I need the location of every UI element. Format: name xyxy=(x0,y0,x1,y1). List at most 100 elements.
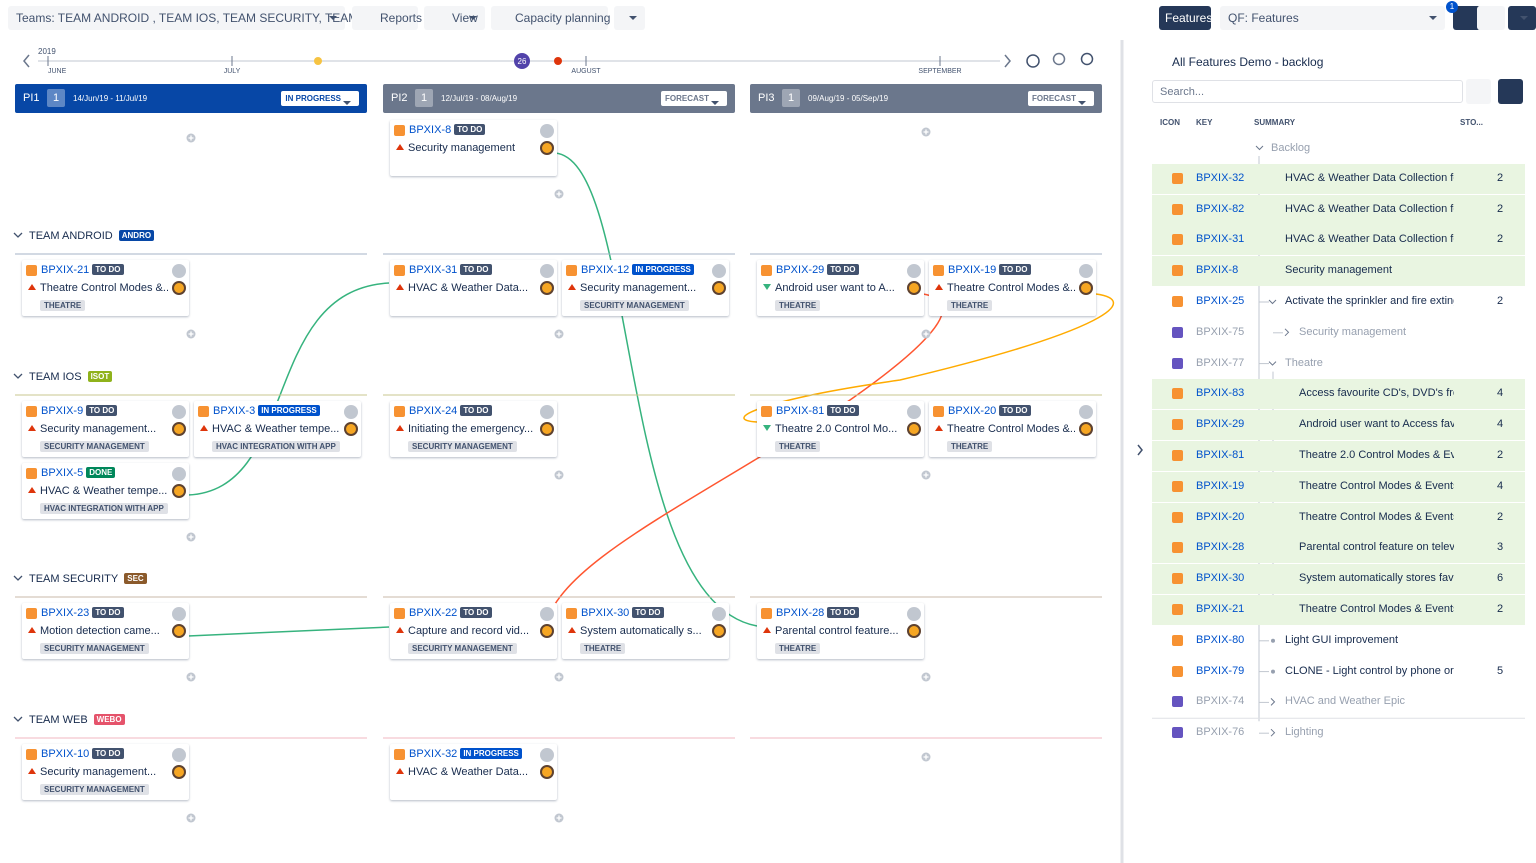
issue-key[interactable]: BPXIX-8 xyxy=(1196,264,1239,277)
priority-icon xyxy=(200,425,208,431)
feature-card[interactable]: BPXIX-81 TO DO Theatre 2.0 Control Mo... TH… xyxy=(757,401,924,457)
story-points: 2 xyxy=(1497,510,1504,523)
pi-status[interactable]: FORECAST xyxy=(1028,91,1094,106)
feature-card[interactable]: BPXIX-10 TO DO Security management... SECUR… xyxy=(22,744,189,800)
feature-card[interactable]: BPXIX-12 IN PROGRESS Security management..… xyxy=(562,260,729,316)
zoom-out[interactable] xyxy=(1052,52,1066,66)
issue-key[interactable]: BPXIX-83 xyxy=(1196,387,1245,400)
issue-key[interactable]: BPXIX-20 xyxy=(1196,510,1245,523)
issue-key[interactable]: BPXIX-31 xyxy=(1196,233,1245,246)
assignee-placeholder xyxy=(172,467,186,481)
focus-button[interactable] xyxy=(1026,54,1040,68)
feature-card[interactable]: BPXIX-24 TO DO Initiating the emergency...… xyxy=(390,401,557,457)
card-key: BPXIX-30 TO DO xyxy=(581,607,664,619)
list-view-button[interactable] xyxy=(1466,79,1491,104)
features-button[interactable]: Features xyxy=(1159,6,1212,30)
row-toggle xyxy=(1270,728,1276,737)
feature-card[interactable]: BPXIX-23 TO DO Motion detection came... SEC… xyxy=(22,603,189,659)
feature-card[interactable]: BPXIX-20 TO DO Theatre Control Modes &... T… xyxy=(929,401,1096,457)
view-button[interactable]: View xyxy=(424,6,485,30)
story-points: 4 xyxy=(1497,418,1504,431)
add-icon xyxy=(556,191,562,197)
feature-card[interactable]: BPXIX-31 TO DO HVAC & Weather Data... xyxy=(390,260,557,316)
quick-filter[interactable]: QF: Features xyxy=(1220,6,1445,30)
issue-summary: Theatre 2.0 Control Modes & Eve xyxy=(1299,449,1454,461)
assignee-placeholder xyxy=(907,405,921,419)
row-highlight xyxy=(1152,225,1525,256)
zoom-in[interactable] xyxy=(1080,52,1094,66)
issue-key[interactable]: BPXIX-80 xyxy=(1196,633,1245,646)
collapse-toggle[interactable] xyxy=(1137,444,1143,456)
bolt-button[interactable] xyxy=(1453,6,1481,30)
feature-icon xyxy=(394,749,405,760)
feature-card[interactable]: BPXIX-32 IN PROGRESS HVAC & Weather Data..… xyxy=(390,744,557,800)
issue-key[interactable]: BPXIX-29 xyxy=(1196,418,1245,431)
issue-key[interactable]: BPXIX-77 xyxy=(1196,356,1245,369)
issue-key[interactable]: BPXIX-19 xyxy=(1196,479,1245,492)
team-toggle xyxy=(13,716,23,722)
issue-key[interactable]: BPXIX-74 xyxy=(1196,695,1245,708)
issue-key[interactable]: BPXIX-25 xyxy=(1196,295,1245,307)
tools-button[interactable] xyxy=(614,6,645,30)
priority-icon xyxy=(396,425,404,431)
issue-summary: HVAC and Weather Epic xyxy=(1285,695,1406,708)
timeline-arrows[interactable] xyxy=(23,54,1011,68)
feature-icon xyxy=(1172,665,1183,677)
feature-card[interactable]: BPXIX-22 TO DO Capture and record vid... SE… xyxy=(390,603,557,659)
add-icon xyxy=(923,674,929,680)
status-badge: IN PROGRESS xyxy=(460,748,522,759)
reports-button[interactable]: Reports xyxy=(352,6,422,30)
dependency-line xyxy=(187,282,390,496)
story-points: 2 xyxy=(1497,171,1504,184)
issue-summary: Theatre xyxy=(1285,356,1323,369)
card-label: THEATRE xyxy=(947,441,993,452)
issue-key[interactable]: BPXIX-30 xyxy=(1196,572,1245,585)
issue-summary: Theatre Control Modes & Events xyxy=(1299,603,1454,615)
feature-card[interactable]: BPXIX-3 IN PROGRESS HVAC & Weather tempe..… xyxy=(194,401,361,457)
teams-filter[interactable]: Teams: TEAM ANDROID , TEAM IOS, TEAM SEC… xyxy=(8,6,389,30)
search-input[interactable]: Search... xyxy=(1152,80,1463,103)
pi-status[interactable]: IN PROGRESS xyxy=(281,91,359,106)
issue-summary: Activate the sprinkler and fire exting xyxy=(1285,295,1454,307)
priority-icon xyxy=(28,768,36,774)
issue-key[interactable]: BPXIX-79 xyxy=(1196,664,1245,677)
add-icon xyxy=(923,331,929,337)
summary: Parental control feature... xyxy=(775,625,899,637)
feature-card[interactable]: BPXIX-29 TO DO Android user want to A... TH… xyxy=(757,260,924,316)
add-icon xyxy=(188,534,194,540)
issue-key[interactable]: BPXIX-76 xyxy=(1196,726,1245,739)
issue-key[interactable]: BPXIX-21 xyxy=(1196,603,1245,615)
issue-key[interactable]: BPXIX-75 xyxy=(1196,325,1245,338)
card-label: THEATRE xyxy=(580,643,626,654)
assignee-avatar xyxy=(1079,281,1093,295)
row-highlight xyxy=(1152,194,1525,225)
feature-card[interactable]: BPXIX-5 DONE HVAC & Weather tempe... HVAC I… xyxy=(22,463,189,519)
issue-key[interactable]: BPXIX-81 xyxy=(1196,449,1245,461)
issue-key[interactable]: BPXIX-28 xyxy=(1196,541,1245,554)
capacity-button[interactable]: Capacity planning xyxy=(491,6,610,30)
assignee-placeholder xyxy=(907,264,921,278)
search-button[interactable] xyxy=(1477,6,1505,30)
feature-card[interactable]: BPXIX-30 TO DO System automatically s... TH… xyxy=(562,603,729,659)
feature-icon xyxy=(26,608,37,619)
issue-key[interactable]: BPXIX-82 xyxy=(1196,202,1245,215)
feature-icon xyxy=(566,608,577,619)
summary: Security management xyxy=(408,142,515,154)
feature-card[interactable]: BPXIX-9 TO DO Security management... SECURI… xyxy=(22,401,189,457)
dependencies xyxy=(187,152,1115,637)
card-key: BPXIX-5 DONE xyxy=(41,467,116,479)
feature-icon xyxy=(1172,388,1183,400)
feature-card[interactable]: BPXIX-8 TO DO Security management xyxy=(390,120,557,176)
feature-card[interactable]: BPXIX-19 TO DO Theatre Control Modes &... T… xyxy=(929,260,1096,316)
add-icon xyxy=(556,674,562,680)
issue-summary: Lighting xyxy=(1285,726,1324,739)
assignee-avatar xyxy=(907,281,921,295)
pi-status[interactable]: FORECAST xyxy=(661,91,727,106)
feature-card[interactable]: BPXIX-28 TO DO Parental control feature...… xyxy=(757,603,924,659)
feature-card[interactable]: BPXIX-21 TO DO Theatre Control Modes &... T… xyxy=(22,260,189,316)
card-label: SECURITY MANAGEMENT xyxy=(408,441,517,452)
issue-key[interactable]: BPXIX-32 xyxy=(1196,171,1245,184)
more-button[interactable] xyxy=(1508,6,1536,30)
calendar-button[interactable] xyxy=(1498,79,1523,104)
